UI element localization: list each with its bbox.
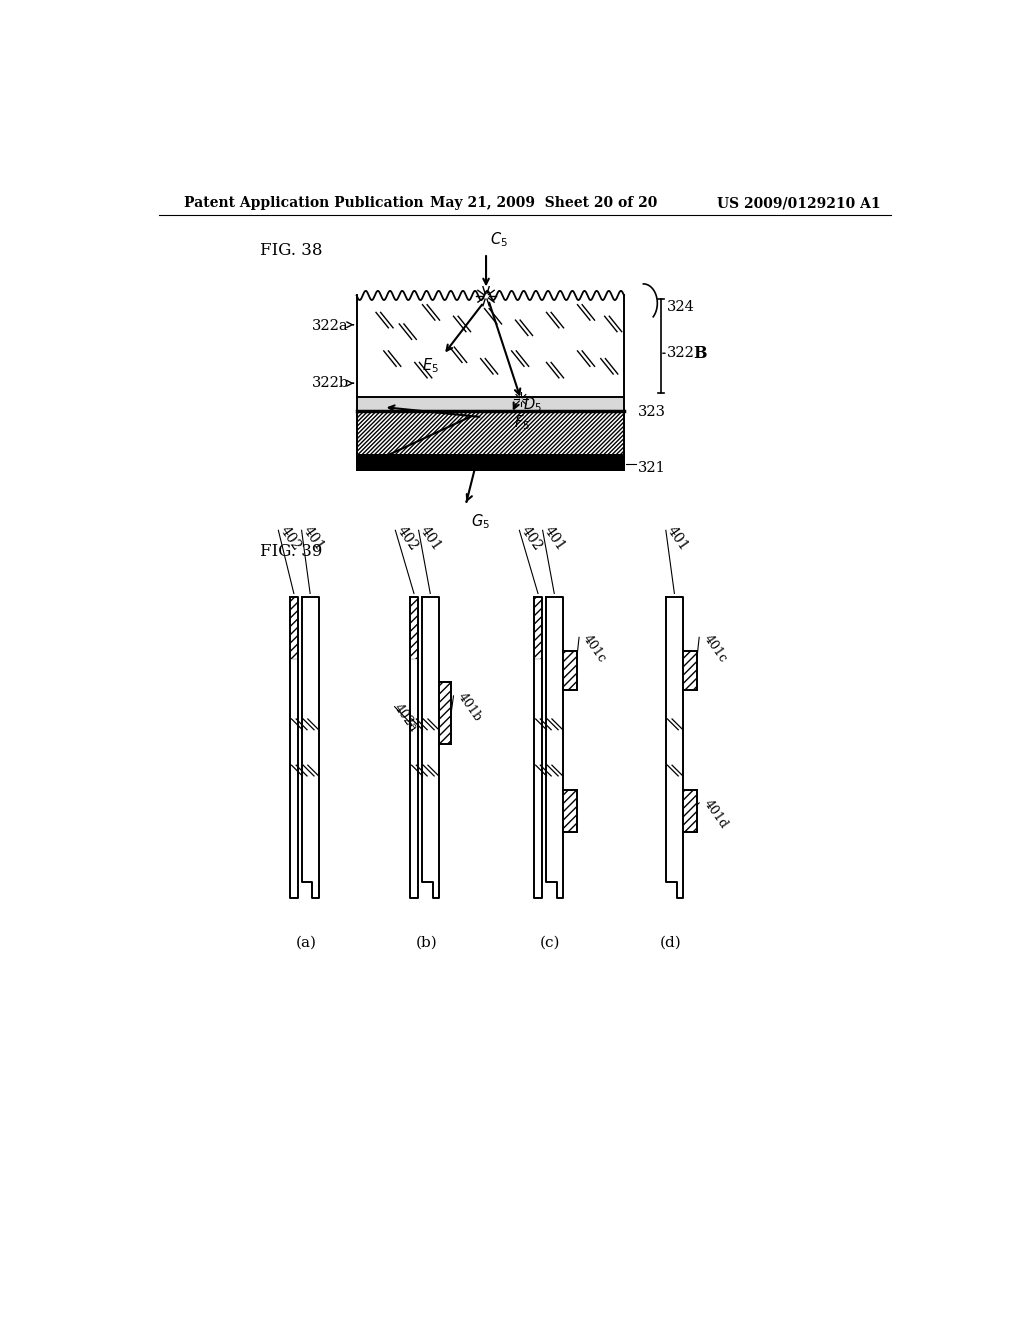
Text: 402: 402 — [518, 524, 545, 553]
Text: $C_5$: $C_5$ — [489, 231, 508, 249]
Text: 322a: 322a — [312, 319, 349, 333]
Text: 401c: 401c — [581, 632, 609, 665]
Text: 402: 402 — [394, 524, 421, 553]
Bar — [683, 651, 697, 689]
Text: B: B — [693, 345, 708, 362]
Bar — [356, 397, 624, 411]
Text: FIG. 38: FIG. 38 — [260, 242, 323, 259]
Text: 324: 324 — [667, 300, 694, 314]
Text: 401: 401 — [665, 524, 691, 553]
Text: (c): (c) — [540, 936, 560, 950]
Text: FIG. 39: FIG. 39 — [260, 544, 323, 561]
Text: $D_5$: $D_5$ — [523, 396, 542, 414]
Bar — [683, 789, 697, 832]
Text: 321: 321 — [638, 461, 666, 475]
Text: $G_5$: $G_5$ — [471, 512, 489, 532]
Text: $E_5$: $E_5$ — [422, 356, 438, 375]
Text: US 2009/0129210 A1: US 2009/0129210 A1 — [717, 197, 881, 210]
Bar — [438, 682, 452, 743]
Text: 323: 323 — [638, 405, 666, 418]
Text: (b): (b) — [416, 936, 437, 950]
Bar — [563, 789, 577, 832]
Text: (a): (a) — [296, 936, 316, 950]
Text: 401: 401 — [300, 524, 327, 553]
Text: 402a: 402a — [391, 701, 420, 735]
Text: 401d: 401d — [700, 797, 730, 832]
Text: 401: 401 — [541, 524, 567, 553]
Text: 322: 322 — [667, 346, 694, 360]
Text: (d): (d) — [659, 936, 681, 950]
Bar — [356, 296, 624, 397]
Bar — [290, 597, 298, 659]
Text: $F_5$: $F_5$ — [514, 413, 530, 432]
Bar — [356, 455, 624, 470]
Text: Patent Application Publication: Patent Application Publication — [183, 197, 424, 210]
Text: 401c: 401c — [700, 632, 729, 665]
Text: 322b: 322b — [311, 376, 349, 391]
Text: 402: 402 — [276, 524, 303, 553]
Bar — [356, 411, 624, 455]
Bar — [535, 597, 542, 659]
Text: 401: 401 — [417, 524, 443, 553]
Text: May 21, 2009  Sheet 20 of 20: May 21, 2009 Sheet 20 of 20 — [430, 197, 657, 210]
Bar — [563, 651, 577, 689]
Text: 401b: 401b — [455, 690, 484, 723]
Bar — [410, 597, 418, 659]
